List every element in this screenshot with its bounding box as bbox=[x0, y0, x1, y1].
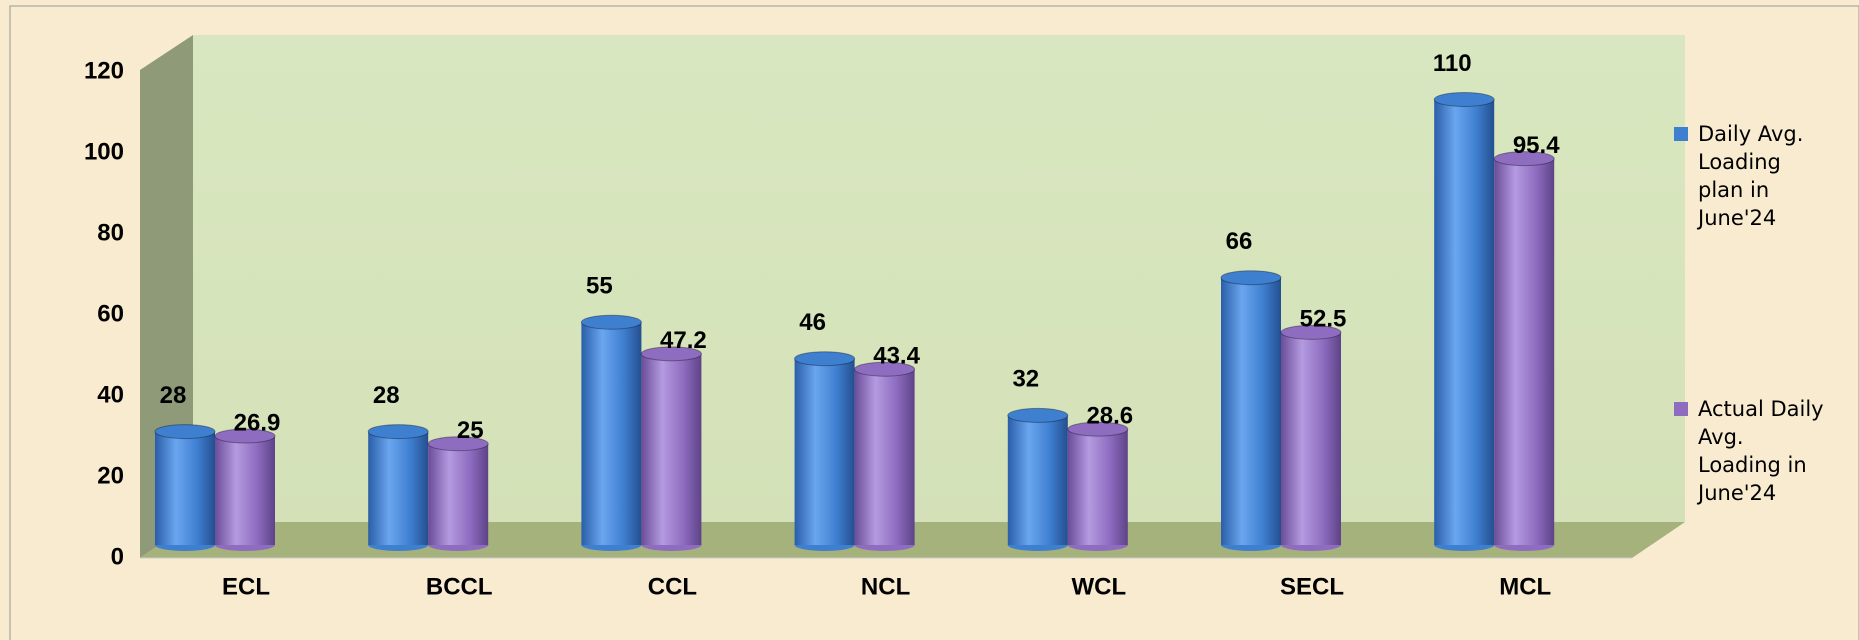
value-label: 28.6 bbox=[1086, 403, 1133, 430]
bar bbox=[1067, 421, 1129, 551]
x-tick-label: SECL bbox=[1280, 573, 1344, 600]
value-label: 25 bbox=[457, 417, 484, 444]
bar-top bbox=[1220, 270, 1282, 286]
bar-body bbox=[854, 369, 915, 545]
x-tick-label: ECL bbox=[222, 573, 270, 600]
x-tick-label: CCL bbox=[648, 573, 697, 600]
value-label: 28 bbox=[373, 382, 400, 409]
value-label: 43.4 bbox=[873, 343, 920, 370]
bar bbox=[367, 424, 429, 551]
value-label: 66 bbox=[1226, 228, 1253, 255]
value-label: 28 bbox=[160, 382, 187, 409]
bar-body bbox=[1281, 332, 1341, 545]
bar bbox=[794, 351, 856, 551]
x-tick-label: MCL bbox=[1499, 573, 1551, 600]
bar bbox=[1220, 270, 1282, 551]
bar-top bbox=[640, 346, 702, 362]
bar-top bbox=[1067, 421, 1129, 437]
legend-label: Actual Daily Avg. Loading in June'24 bbox=[1698, 397, 1824, 505]
value-label: 46 bbox=[799, 309, 826, 336]
bar bbox=[214, 428, 276, 551]
legend-swatch bbox=[1674, 402, 1688, 416]
y-tick-label: 20 bbox=[97, 462, 124, 489]
bar bbox=[154, 424, 216, 551]
bar-top bbox=[214, 428, 276, 444]
bar-body bbox=[428, 443, 489, 545]
bar bbox=[1433, 92, 1495, 551]
bar-body bbox=[215, 436, 275, 545]
value-label: 55 bbox=[586, 273, 613, 300]
bar-top bbox=[427, 436, 489, 452]
bar bbox=[640, 346, 702, 551]
bar bbox=[1493, 151, 1555, 551]
bar-body bbox=[1007, 415, 1068, 545]
bar-top bbox=[794, 351, 856, 367]
bar-top bbox=[1493, 151, 1555, 167]
x-tick-label: WCL bbox=[1071, 573, 1126, 600]
value-label: 47.2 bbox=[660, 327, 707, 354]
bar-body bbox=[1494, 158, 1555, 545]
bar-body bbox=[155, 431, 215, 545]
bar bbox=[580, 314, 642, 551]
value-label: 26.9 bbox=[234, 409, 281, 436]
bar-body bbox=[581, 322, 642, 545]
y-tick-label: 100 bbox=[84, 138, 124, 165]
value-label: 110 bbox=[1433, 50, 1472, 77]
bar-top bbox=[1280, 324, 1342, 340]
bar bbox=[854, 361, 916, 551]
bar-top bbox=[580, 314, 642, 330]
bar-top bbox=[1433, 92, 1495, 107]
bar-body bbox=[1067, 429, 1128, 545]
x-tick-label: BCCL bbox=[426, 573, 493, 600]
bar-body bbox=[641, 353, 702, 545]
bar bbox=[1007, 407, 1069, 551]
bar-top bbox=[1007, 407, 1069, 423]
bar-body bbox=[1221, 277, 1281, 545]
x-tick-label: NCL bbox=[861, 573, 910, 600]
bar bbox=[427, 436, 489, 551]
bar-top bbox=[367, 424, 429, 440]
value-label: 95.4 bbox=[1513, 132, 1560, 159]
legend-label: Daily Avg. Loading plan in June'24 bbox=[1698, 122, 1804, 230]
value-label: 52.5 bbox=[1300, 306, 1347, 333]
bar-body bbox=[794, 358, 855, 545]
bar-top bbox=[154, 424, 216, 440]
y-tick-label: 120 bbox=[84, 57, 124, 84]
bar-body bbox=[1434, 99, 1495, 545]
y-tick-label: 0 bbox=[111, 543, 124, 570]
value-label: 32 bbox=[1012, 366, 1039, 393]
y-tick-label: 40 bbox=[97, 381, 124, 408]
bar bbox=[1280, 324, 1342, 551]
frame bbox=[9, 5, 1859, 640]
y-tick-label: 80 bbox=[97, 219, 124, 246]
bar-top bbox=[854, 361, 916, 377]
y-tick-label: 60 bbox=[97, 300, 124, 327]
legend-swatch bbox=[1674, 127, 1688, 141]
bar-body bbox=[368, 431, 429, 545]
